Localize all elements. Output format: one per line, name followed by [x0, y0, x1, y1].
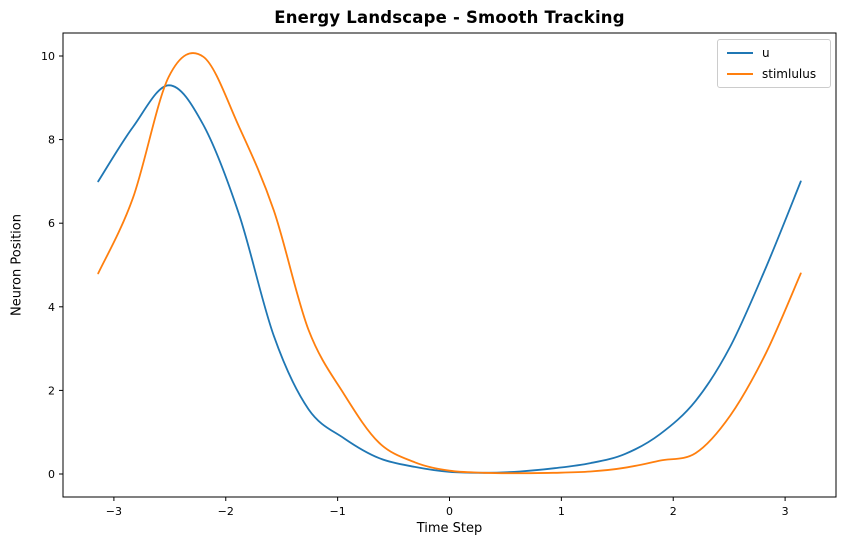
legend-item-stimulus: stimlulus [727, 67, 821, 81]
x-tick-label: 3 [782, 505, 789, 518]
x-tick-label: −3 [106, 505, 122, 518]
series-line-stimlulus [97, 52, 802, 475]
x-tick-label: 0 [446, 505, 453, 518]
legend-label-u: u [762, 46, 770, 60]
x-tick-label: −2 [218, 505, 234, 518]
legend-line-sample-stimulus [727, 73, 753, 75]
y-tick-label: 0 [48, 468, 55, 481]
y-tick-label: 2 [48, 384, 55, 397]
y-axis-label: Neuron Position [9, 214, 25, 316]
x-tick-label: 1 [558, 505, 565, 518]
legend-line-sample-u [727, 52, 753, 54]
legend-label-stimulus: stimlulus [762, 67, 817, 81]
legend: u stimlulus [717, 39, 831, 88]
y-tick-label: 8 [48, 134, 55, 147]
x-tick-label: −1 [330, 505, 346, 518]
y-tick-label: 4 [48, 301, 55, 314]
x-tick-label: 2 [670, 505, 677, 518]
x-axis-label: Time Step [416, 521, 483, 536]
y-tick-label: 6 [48, 217, 55, 230]
legend-item-u: u [727, 46, 821, 60]
chart-title: Energy Landscape - Smooth Tracking [274, 8, 625, 27]
y-tick-label: 10 [41, 50, 55, 63]
axes-frame [62, 32, 837, 498]
series-line-u [97, 84, 802, 474]
